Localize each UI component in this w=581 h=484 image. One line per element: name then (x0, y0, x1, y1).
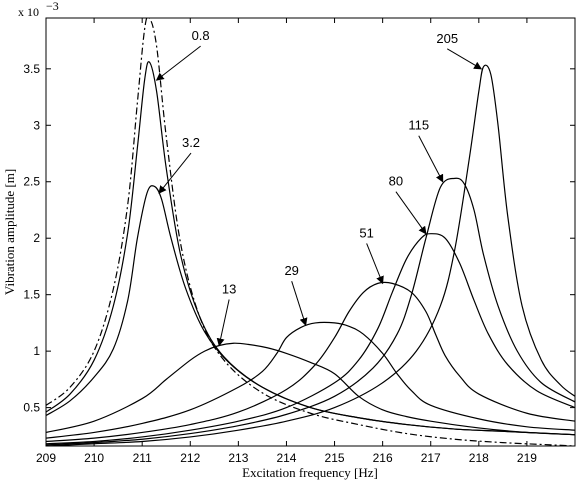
y-multiplier-label: x 10 (18, 5, 39, 19)
x-tick-label: 214 (276, 451, 296, 465)
x-tick-label: 215 (325, 451, 345, 465)
x-tick-label: 212 (180, 451, 200, 465)
series-line (46, 342, 575, 436)
x-axis-title: Excitation frequency [Hz] (242, 465, 378, 480)
x-tick-label: 211 (133, 451, 152, 465)
series-line (46, 321, 575, 439)
annotation-label: 115 (408, 118, 429, 133)
series-layer (46, 18, 575, 446)
x-tick-label: 210 (84, 451, 104, 465)
x-tick-label: 219 (517, 451, 537, 465)
y-tick-label: 0.5 (23, 401, 40, 415)
annotation-label: 3.2 (182, 135, 200, 150)
annotation-label: 29 (284, 263, 298, 278)
series-line (46, 185, 575, 436)
y-tick-label: 2.5 (23, 175, 40, 189)
annotation-label: 205 (436, 31, 458, 46)
x-tick-label: 218 (469, 451, 489, 465)
annotation-arrow (158, 152, 192, 194)
y-tick-label: 1.5 (23, 288, 40, 302)
series-line (46, 177, 575, 446)
plot-area (45, 17, 576, 447)
x-tick-label: 213 (228, 451, 248, 465)
x-tick-label: 209 (36, 451, 56, 465)
x-tick-label: 217 (421, 451, 441, 465)
annotation-label: 80 (389, 174, 403, 189)
annotation-label: 0.8 (192, 28, 210, 43)
series-line (46, 281, 575, 443)
y-multiplier-exponent: −3 (46, 0, 59, 13)
tick-layer: 209 210 211 212 213 214 215 216 217 218 2190.511.5… (23, 18, 575, 465)
annotation-layer: 0.8 3.2 13 29 51 80 115 205 (155, 28, 483, 347)
annotation-label: 13 (222, 281, 236, 296)
y-tick-label: 2 (33, 231, 40, 245)
series-line (46, 233, 575, 445)
y-axis-title: Vibration amplitude [m] (2, 169, 17, 295)
annotation-label: 51 (359, 225, 373, 240)
series-line-reference (46, 18, 575, 446)
series-line (46, 64, 575, 446)
y-tick-label: 3.5 (23, 62, 40, 76)
annotation-arrow (418, 135, 444, 183)
x-tick-label: 216 (373, 451, 393, 465)
annotation-arrow (446, 48, 483, 70)
annotation-arrow (366, 243, 384, 285)
y-tick-label: 1 (33, 344, 40, 358)
annotation-arrow (395, 191, 427, 235)
annotation-arrow (291, 281, 308, 327)
annotation-arrow (155, 45, 201, 81)
y-tick-label: 3 (33, 118, 40, 132)
annotation-arrow (216, 299, 230, 347)
